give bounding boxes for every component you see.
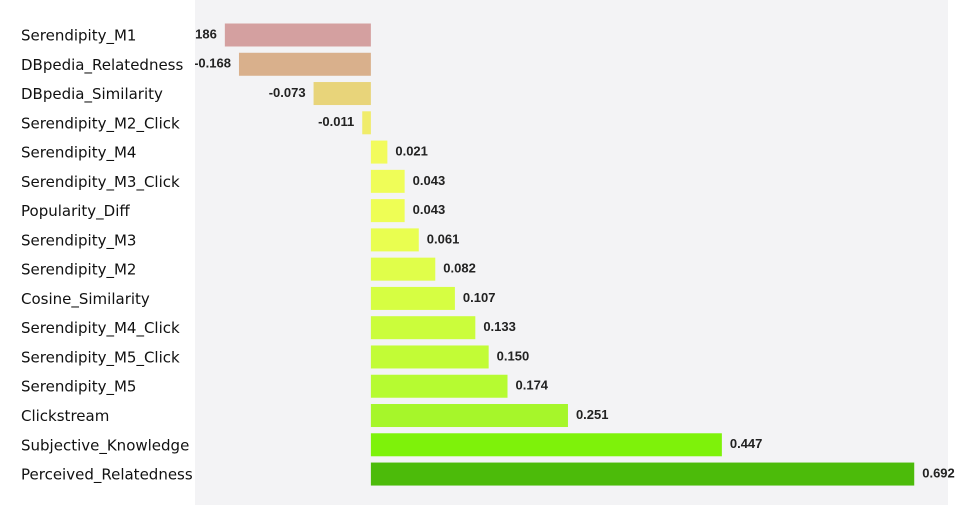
bar [370,345,489,369]
category-label: Serendipity_M4_Click [21,319,180,338]
category-label: Serendipity_M1 [21,27,136,46]
bar [238,52,371,76]
category-label: Popularity_Diff [21,202,130,221]
category-label: Serendipity_M2_Click [21,114,180,133]
bar [370,462,915,486]
category-label: Serendipity_M3_Click [21,173,180,192]
value-label: 0.107 [463,290,496,305]
value-label: 0.447 [730,436,763,451]
category-label: Serendipity_M5_Click [21,348,180,367]
category-label: Serendipity_M5 [21,378,136,397]
category-label: Subjective_Knowledge [21,436,189,455]
bar [370,374,508,398]
value-label: -0.073 [269,85,306,100]
category-label: Perceived_Relatedness [21,466,193,485]
bar [313,82,371,106]
category-label: Cosine_Similarity [21,290,150,309]
bar [370,433,722,457]
bar [370,316,476,340]
value-label: 0.692 [922,465,955,480]
category-label: Serendipity_M4 [21,144,136,163]
value-label: 0.133 [483,319,516,334]
bar [370,404,568,428]
bar [362,111,371,135]
value-label: 0.174 [516,378,549,393]
category-label: DBpedia_Similarity [21,85,163,104]
value-label: 0.043 [413,173,446,188]
value-label: 0.061 [427,231,460,246]
bar [224,23,371,47]
value-label: 0.251 [576,407,609,422]
bar [370,257,436,281]
value-label: -0.011 [318,114,354,129]
value-label: 0.082 [443,261,476,276]
label-area [0,0,195,528]
bar [370,169,405,193]
category-label: Serendipity_M2 [21,261,136,280]
category-label: Serendipity_M3 [21,231,136,250]
category-label: DBpedia_Relatedness [21,56,183,75]
bar [370,199,405,223]
value-label: 0.043 [413,202,446,217]
category-label: Clickstream [21,407,109,425]
value-label: 0.021 [395,144,428,159]
bar [370,140,388,164]
value-label: 0.150 [497,348,530,363]
value-label: -0.168 [194,56,231,71]
bar [370,286,455,310]
bar [370,228,419,252]
